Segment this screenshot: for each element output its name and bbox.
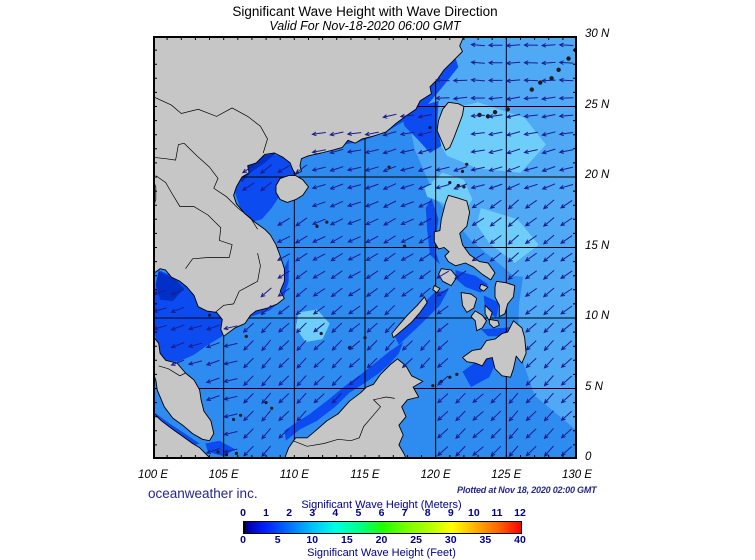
legend-meters-tick: 1 [263,507,269,519]
legend-feet-tick: 30 [444,534,457,546]
legend-color-bar [243,521,522,534]
wave-height-map [153,36,577,459]
lat-label: 25 N [585,98,610,111]
legend-feet-tick: 15 [341,534,353,546]
legend-title-feet: Significant Wave Height (Feet) [307,547,456,559]
lon-label: 100 E [137,469,169,481]
legend-feet-tick: 35 [479,534,492,546]
lat-label: 20 N [585,169,610,181]
map-frame [153,36,577,459]
lon-label: 105 E [208,469,239,481]
lat-label: 10 N [585,310,610,322]
legend-feet-tick: 0 [240,534,246,546]
legend-meters-tick: 8 [424,507,431,519]
legend-feet-tick: 10 [306,534,319,546]
chart-title: Significant Wave Height with Wave Direct… [232,4,498,19]
plotted-at-text: Plotted at Nov 18, 2020 02:00 GMT [457,485,597,495]
legend-feet-tick: 40 [514,534,526,546]
chart-subtitle: Valid For Nov-18-2020 06:00 GMT [269,19,461,33]
lat-label: 5 N [585,380,603,393]
legend-meters-tick: 6 [378,507,385,519]
legend-meters-tick: 10 [467,507,480,519]
legend-feet-tick: 20 [375,534,388,546]
legend-feet-tick: 5 [274,534,281,546]
credit-text: oceanweather inc. [148,486,258,501]
legend-meters-tick: 0 [240,507,246,519]
lon-label: 110 E [279,469,309,481]
lon-label: 130 E [561,469,593,481]
legend-meters-tick: 3 [309,507,316,519]
legend-meters-tick: 12 [514,507,526,519]
lat-label: 30 N [585,28,610,40]
lat-label: 0 [585,451,592,463]
legend-meters-tick: 2 [286,507,293,519]
lon-label: 115 E [350,469,380,481]
lat-label: 15 N [585,239,610,252]
lon-label: 125 E [491,469,522,481]
legend-feet-tick: 25 [410,534,422,546]
legend-meters-tick: 4 [332,507,339,519]
lon-label: 120 E [420,469,451,481]
legend-meters-tick: 11 [491,507,503,519]
legend-meters-tick: 5 [355,507,362,519]
legend-meters-tick: 9 [447,507,454,519]
legend-meters-tick: 7 [401,507,408,519]
legend-title-meters: Significant Wave Height (Meters) [301,499,462,511]
